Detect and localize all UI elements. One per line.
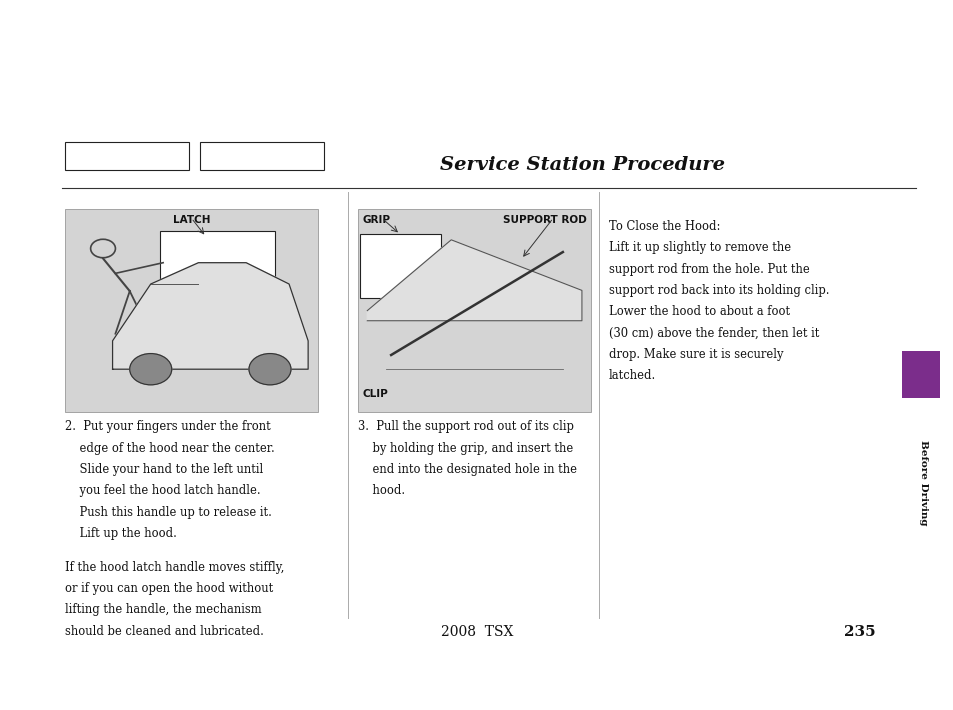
Text: Lift up the hood.: Lift up the hood. — [65, 527, 176, 540]
Text: latched.: latched. — [608, 369, 656, 382]
Text: hood.: hood. — [357, 484, 404, 497]
Text: Lower the hood to about a foot: Lower the hood to about a foot — [608, 305, 789, 318]
Bar — [65, 209, 317, 412]
Text: Service Station Procedure: Service Station Procedure — [439, 156, 724, 174]
Bar — [65, 142, 189, 170]
Bar — [200, 142, 324, 170]
Text: Push this handle up to release it.: Push this handle up to release it. — [65, 506, 272, 518]
Text: Lift it up slightly to remove the: Lift it up slightly to remove the — [608, 241, 790, 254]
Bar — [160, 231, 274, 291]
Text: 2.  Put your fingers under the front: 2. Put your fingers under the front — [65, 420, 271, 433]
Text: CLIP: CLIP — [362, 389, 388, 399]
Text: LATCH: LATCH — [172, 215, 210, 225]
Circle shape — [130, 354, 172, 385]
Text: To Close the Hood:: To Close the Hood: — [608, 220, 720, 233]
Text: 235: 235 — [843, 625, 875, 639]
Text: end into the designated hole in the: end into the designated hole in the — [357, 463, 577, 476]
Text: lifting the handle, the mechanism: lifting the handle, the mechanism — [65, 604, 261, 616]
Text: Slide your hand to the left until: Slide your hand to the left until — [65, 463, 263, 476]
Text: SUPPORT ROD: SUPPORT ROD — [502, 215, 586, 225]
Text: support rod from the hole. Put the: support rod from the hole. Put the — [608, 263, 808, 275]
Text: by holding the grip, and insert the: by holding the grip, and insert the — [357, 442, 573, 454]
Bar — [359, 234, 440, 298]
Circle shape — [249, 354, 291, 385]
Text: or if you can open the hood without: or if you can open the hood without — [65, 582, 273, 595]
Text: support rod back into its holding clip.: support rod back into its holding clip. — [608, 284, 828, 297]
Text: 2008  TSX: 2008 TSX — [440, 625, 513, 639]
Text: If the hood latch handle moves stiffly,: If the hood latch handle moves stiffly, — [65, 561, 284, 574]
Text: 3.  Pull the support rod out of its clip: 3. Pull the support rod out of its clip — [357, 420, 573, 433]
Text: should be cleaned and lubricated.: should be cleaned and lubricated. — [65, 625, 263, 638]
Bar — [357, 209, 591, 412]
Polygon shape — [112, 263, 308, 369]
Text: edge of the hood near the center.: edge of the hood near the center. — [65, 442, 274, 454]
Polygon shape — [367, 240, 581, 321]
Text: drop. Make sure it is securely: drop. Make sure it is securely — [608, 348, 782, 361]
Text: GRIP: GRIP — [362, 215, 390, 225]
Text: (30 cm) above the fender, then let it: (30 cm) above the fender, then let it — [608, 327, 819, 339]
Bar — [901, 351, 939, 398]
Text: you feel the hood latch handle.: you feel the hood latch handle. — [65, 484, 260, 497]
Text: Before Driving: Before Driving — [918, 440, 927, 525]
